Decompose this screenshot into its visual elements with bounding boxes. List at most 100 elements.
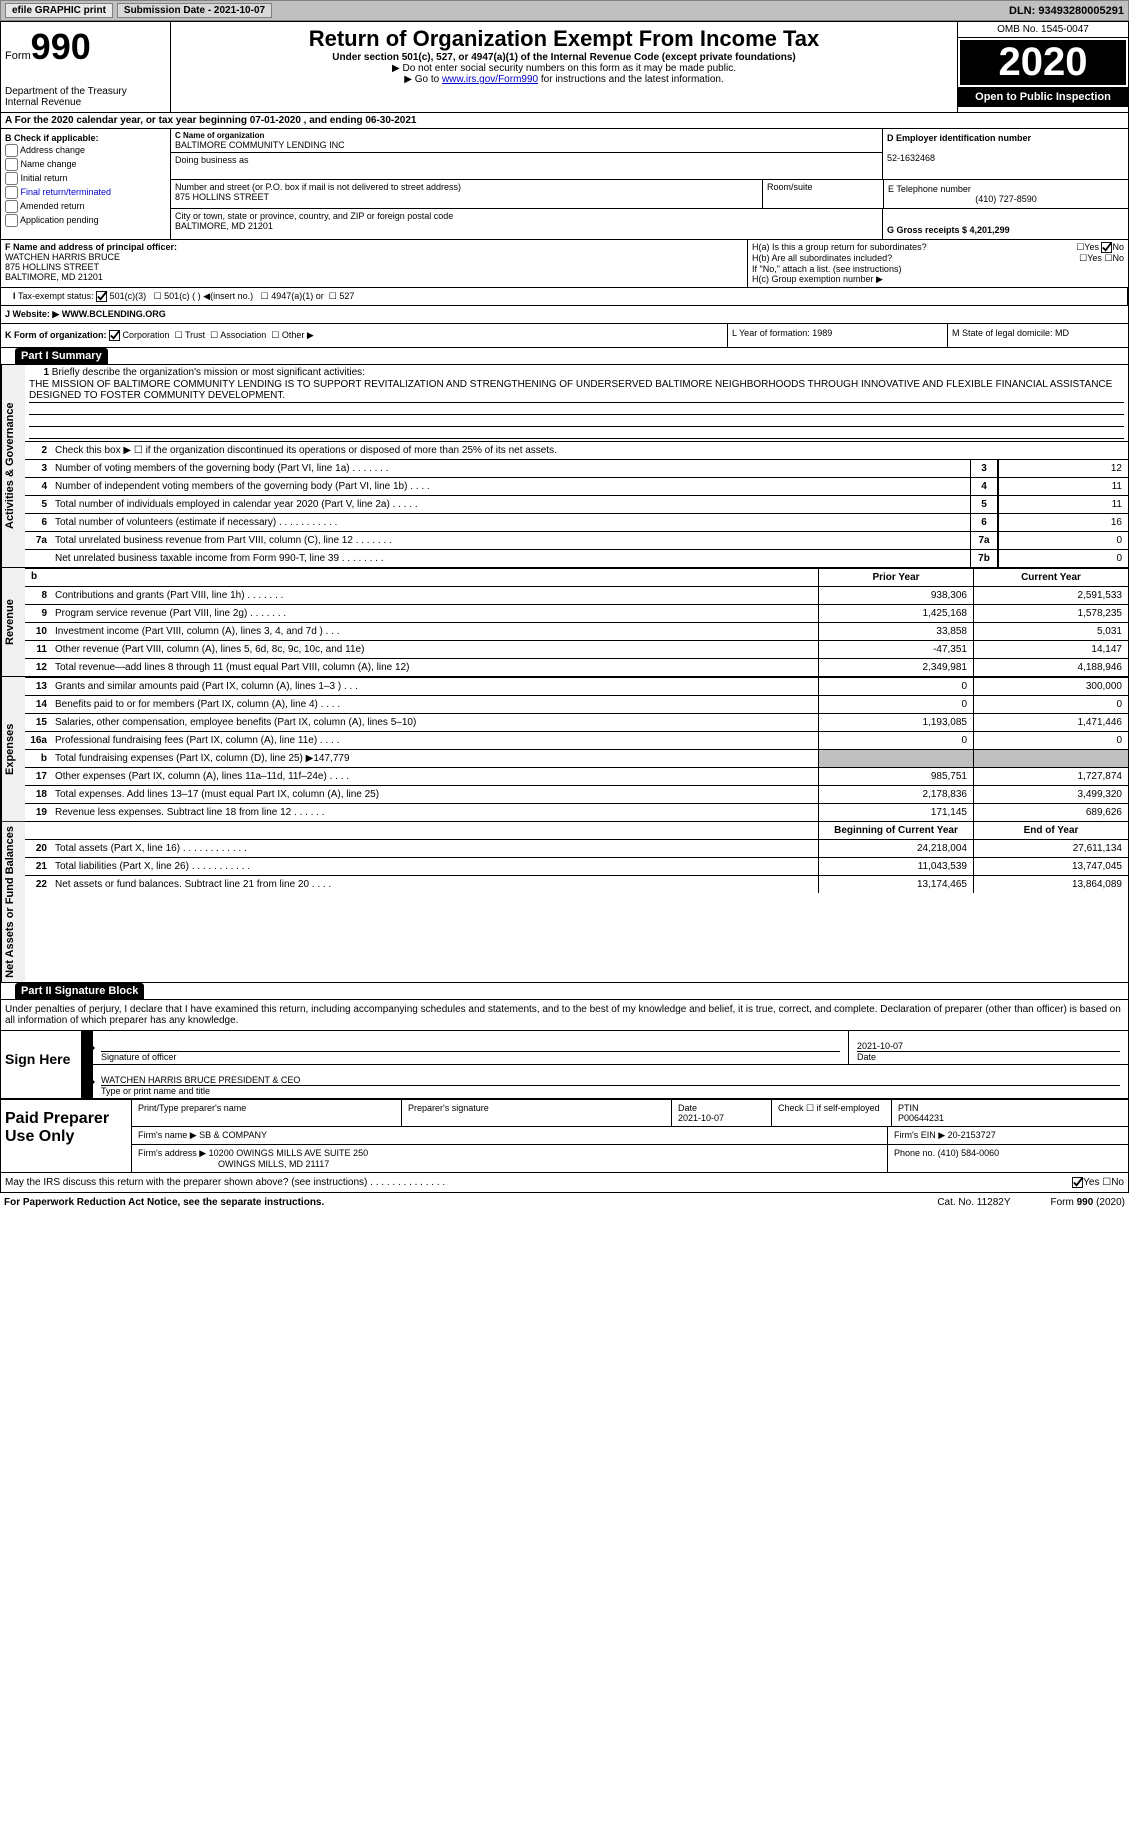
opt-501c: 501(c) ( ) ◀(insert no.) — [164, 291, 253, 301]
preparer-row-1: Print/Type preparer's name Preparer's si… — [132, 1100, 1128, 1127]
row-i-taxstatus: I Tax-exempt status: 501(c)(3) ☐ 501(c) … — [1, 288, 1128, 306]
row-f-h: F Name and address of principal officer:… — [1, 240, 1128, 288]
checked-icon — [1101, 242, 1112, 253]
gov-line: 4Number of independent voting members of… — [25, 477, 1128, 495]
sig-officer-label: Signature of officer — [101, 1051, 840, 1062]
data-line: 14Benefits paid to or for members (Part … — [25, 695, 1128, 713]
data-line: 21Total liabilities (Part X, line 26) . … — [25, 857, 1128, 875]
gov-line: 7aTotal unrelated business revenue from … — [25, 531, 1128, 549]
firm-addr-cell: Firm's address ▶ 10200 OWINGS MILLS AVE … — [132, 1145, 888, 1172]
data-line: 16aProfessional fundraising fees (Part I… — [25, 731, 1128, 749]
form-id-block: Form990 Department of the Treasury Inter… — [1, 22, 171, 112]
ein-value: 52-1632468 — [887, 153, 1124, 163]
data-line: 13Grants and similar amounts paid (Part … — [25, 677, 1128, 695]
opt-527: 527 — [339, 291, 354, 301]
year-formation: L Year of formation: 1989 — [728, 324, 948, 347]
sign-here-row: Sign Here Signature of officer 2021-10-0… — [1, 1031, 1128, 1099]
inspection-notice: Open to Public Inspection — [958, 87, 1128, 107]
firm-ein-cell: Firm's EIN ▶ 20-2153727 — [888, 1127, 1128, 1144]
sig-date-value: 2021-10-07 — [857, 1041, 1120, 1051]
section-netassets: Net Assets or Fund Balances Beginning of… — [1, 821, 1128, 982]
col-b-label: b — [31, 571, 37, 582]
discuss-answer: Yes ☐No — [1072, 1177, 1124, 1188]
part-2-header: Part II Signature Block — [15, 983, 144, 999]
k-label: K Form of organization: — [5, 330, 107, 340]
preparer-row-2: Firm's name ▶ SB & COMPANY Firm's EIN ▶ … — [132, 1127, 1128, 1145]
mission-block: 1 Briefly describe the organization's mi… — [25, 365, 1128, 441]
part-2-header-row: Part II Signature Block — [1, 982, 1128, 1000]
sign-here-label: Sign Here — [1, 1031, 81, 1098]
city-value: BALTIMORE, MD 21201 — [175, 221, 878, 231]
chk-initial-return[interactable]: Initial return — [5, 172, 166, 185]
chk-amended[interactable]: Amended return — [5, 200, 166, 213]
form-of-org: K Form of organization: Corporation ☐ Tr… — [1, 324, 728, 347]
gross-cell: G Gross receipts $ 4,201,299 — [883, 209, 1128, 239]
data-line: 10Investment income (Part VIII, column (… — [25, 622, 1128, 640]
data-line: 19Revenue less expenses. Subtract line 1… — [25, 803, 1128, 821]
expenses-body: 13Grants and similar amounts paid (Part … — [25, 677, 1128, 821]
vlabel-revenue: Revenue — [1, 568, 25, 676]
mission-label: Briefly describe the organization's miss… — [52, 367, 365, 378]
col-c-d: C Name of organization BALTIMORE COMMUNI… — [171, 129, 1128, 239]
gov-line: 3Number of voting members of the governi… — [25, 459, 1128, 477]
hb-answer: ☐Yes ☐No — [1079, 253, 1124, 264]
goto-pre: ▶ Go to — [404, 74, 442, 85]
chk-address-change[interactable]: Address change — [5, 144, 166, 157]
room-cell: Room/suite — [763, 180, 883, 208]
form-note-1: ▶ Do not enter social security numbers o… — [175, 63, 953, 74]
submission-date: Submission Date - 2021-10-07 — [117, 3, 272, 18]
org-name-label: C Name of organization — [175, 131, 878, 140]
checked-icon — [1072, 1177, 1083, 1188]
name-dba-box: C Name of organization BALTIMORE COMMUNI… — [171, 129, 883, 179]
website-value: WWW.BCLENDING.ORG — [59, 309, 166, 319]
street-value: 875 HOLLINS STREET — [175, 192, 758, 202]
gov-line: 6Total number of volunteers (estimate if… — [25, 513, 1128, 531]
gov-line: 2Check this box ▶ ☐ if the organization … — [25, 441, 1128, 459]
form-note-2: ▶ Go to www.irs.gov/Form990 for instruct… — [175, 74, 953, 85]
street-label: Number and street (or P.O. box if mail i… — [175, 182, 758, 192]
chk-application-pending[interactable]: Application pending — [5, 214, 166, 227]
current-year-label: Current Year — [973, 569, 1128, 586]
tax-status-cell: I Tax-exempt status: 501(c)(3) ☐ 501(c) … — [1, 288, 1128, 305]
prep-sig-label: Preparer's signature — [402, 1100, 672, 1126]
gov-line: 5Total number of individuals employed in… — [25, 495, 1128, 513]
tax-year: 2020 — [960, 40, 1126, 85]
state-domicile: M State of legal domicile: MD — [948, 324, 1128, 347]
firm-name-cell: Firm's name ▶ SB & COMPANY — [132, 1127, 888, 1144]
cat-number: Cat. No. 11282Y — [937, 1197, 1010, 1208]
street-cell: Number and street (or P.O. box if mail i… — [171, 180, 763, 208]
checked-icon — [109, 330, 120, 341]
efile-button[interactable]: efile GRAPHIC print — [5, 3, 113, 18]
officer-name-line: WATCHEN HARRIS BRUCE PRESIDENT & CEO Typ… — [81, 1065, 1128, 1098]
form-title-block: Return of Organization Exempt From Incom… — [171, 22, 958, 112]
form-body: Form990 Department of the Treasury Inter… — [0, 21, 1129, 1193]
data-line: 9Program service revenue (Part VIII, lin… — [25, 604, 1128, 622]
data-line: 8Contributions and grants (Part VIII, li… — [25, 586, 1128, 604]
group-return-cell: H(a) Is this a group return for subordin… — [748, 240, 1128, 287]
chk-final-return[interactable]: Final return/terminated — [5, 186, 166, 199]
begin-end-header: Beginning of Current Year End of Year — [25, 822, 1128, 839]
irs-link[interactable]: www.irs.gov/Form990 — [442, 74, 538, 85]
data-line: 18Total expenses. Add lines 13–17 (must … — [25, 785, 1128, 803]
opt-4947: 4947(a)(1) or — [271, 291, 324, 301]
form-subtitle: Under section 501(c), 527, or 4947(a)(1)… — [175, 52, 953, 63]
preparer-body: Print/Type preparer's name Preparer's si… — [131, 1100, 1128, 1172]
form-number: 990 — [31, 26, 91, 67]
form-year-block: OMB No. 1545-0047 2020 Open to Public In… — [958, 22, 1128, 112]
checked-icon — [96, 291, 107, 302]
city-row: City or town, state or province, country… — [171, 208, 1128, 239]
prior-year-label: Prior Year — [818, 569, 973, 586]
address-row: Number and street (or P.O. box if mail i… — [171, 179, 1128, 208]
dba-cell: Doing business as — [171, 153, 882, 179]
firm-phone-cell: Phone no. (410) 584-0060 — [888, 1145, 1128, 1172]
name-ein-row: C Name of organization BALTIMORE COMMUNI… — [171, 129, 1128, 179]
line-1-num: 1 — [29, 367, 49, 378]
city-label: City or town, state or province, country… — [175, 211, 878, 221]
vlabel-governance: Activities & Governance — [1, 365, 25, 567]
opt-trust: Trust — [185, 330, 205, 340]
phone-value: (410) 727-8590 — [888, 194, 1124, 204]
chk-name-change[interactable]: Name change — [5, 158, 166, 171]
end-year-label: End of Year — [973, 822, 1128, 839]
data-line: 17Other expenses (Part IX, column (A), l… — [25, 767, 1128, 785]
dba-label: Doing business as — [175, 155, 878, 165]
